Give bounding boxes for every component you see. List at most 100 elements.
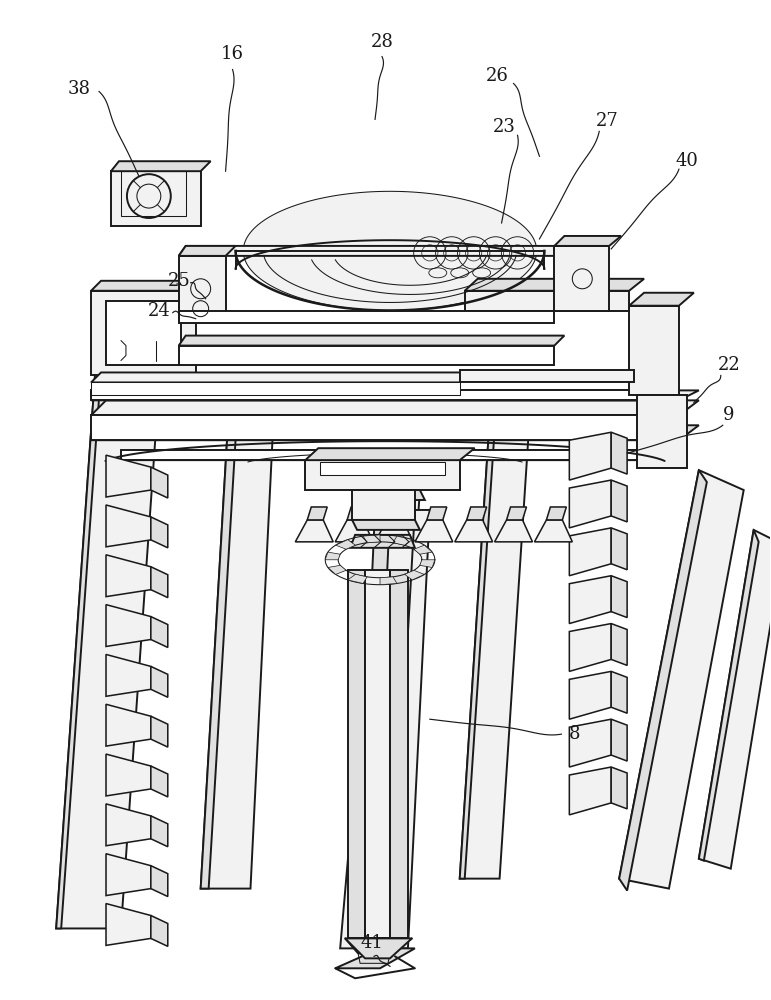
Polygon shape	[121, 450, 664, 460]
Polygon shape	[455, 520, 493, 542]
Polygon shape	[328, 565, 346, 574]
Polygon shape	[179, 246, 564, 256]
Polygon shape	[106, 455, 151, 497]
Polygon shape	[121, 450, 649, 460]
Polygon shape	[200, 380, 275, 889]
Polygon shape	[151, 766, 168, 797]
Polygon shape	[495, 520, 533, 542]
Polygon shape	[106, 804, 151, 846]
Polygon shape	[390, 570, 408, 938]
Polygon shape	[320, 462, 445, 475]
Polygon shape	[305, 448, 475, 460]
Polygon shape	[611, 767, 627, 809]
Polygon shape	[375, 520, 413, 542]
Polygon shape	[91, 281, 210, 291]
Polygon shape	[151, 866, 168, 897]
Polygon shape	[699, 530, 771, 869]
Polygon shape	[554, 246, 609, 311]
Polygon shape	[91, 425, 699, 440]
Polygon shape	[611, 432, 627, 474]
Polygon shape	[56, 361, 161, 928]
Polygon shape	[393, 536, 412, 545]
Text: 28: 28	[371, 33, 393, 51]
Polygon shape	[355, 510, 390, 948]
Polygon shape	[611, 624, 627, 665]
Polygon shape	[179, 256, 226, 321]
Polygon shape	[305, 460, 460, 490]
Polygon shape	[415, 520, 453, 542]
Polygon shape	[365, 570, 390, 938]
Polygon shape	[347, 507, 367, 520]
Polygon shape	[363, 535, 380, 543]
Polygon shape	[186, 296, 216, 321]
Text: 9: 9	[723, 406, 735, 424]
Polygon shape	[611, 480, 627, 522]
Polygon shape	[348, 574, 367, 583]
Polygon shape	[460, 420, 495, 879]
Polygon shape	[611, 719, 627, 761]
Polygon shape	[427, 507, 446, 520]
Text: 26: 26	[487, 67, 509, 85]
Text: 25: 25	[167, 272, 190, 290]
Polygon shape	[405, 570, 424, 580]
Polygon shape	[335, 948, 415, 968]
Polygon shape	[611, 576, 627, 618]
Polygon shape	[91, 400, 699, 415]
Polygon shape	[91, 390, 699, 400]
Polygon shape	[106, 904, 151, 945]
Polygon shape	[345, 938, 412, 958]
Polygon shape	[106, 301, 180, 365]
Polygon shape	[56, 361, 101, 928]
Polygon shape	[106, 754, 151, 796]
Polygon shape	[244, 191, 537, 310]
Polygon shape	[151, 617, 168, 647]
Polygon shape	[380, 490, 425, 500]
Polygon shape	[420, 560, 435, 567]
Text: 40: 40	[675, 152, 699, 170]
Polygon shape	[387, 507, 407, 520]
Polygon shape	[106, 505, 151, 547]
Polygon shape	[569, 528, 611, 576]
Polygon shape	[352, 490, 415, 520]
Polygon shape	[637, 395, 687, 468]
Polygon shape	[91, 390, 679, 400]
Polygon shape	[569, 767, 611, 815]
Polygon shape	[340, 490, 420, 948]
Polygon shape	[569, 624, 611, 671]
Polygon shape	[335, 540, 355, 549]
Polygon shape	[106, 704, 151, 746]
Text: 8: 8	[568, 725, 580, 743]
Text: 22: 22	[717, 356, 740, 374]
Polygon shape	[348, 570, 365, 938]
Polygon shape	[352, 520, 420, 530]
Polygon shape	[179, 336, 564, 346]
Polygon shape	[335, 520, 373, 542]
Polygon shape	[151, 716, 168, 747]
Polygon shape	[151, 666, 168, 697]
Polygon shape	[380, 577, 397, 585]
Polygon shape	[460, 420, 530, 879]
Polygon shape	[151, 467, 168, 498]
Polygon shape	[554, 236, 621, 246]
Polygon shape	[390, 510, 430, 948]
Text: 23: 23	[493, 118, 516, 136]
Polygon shape	[179, 346, 554, 365]
Polygon shape	[569, 671, 611, 719]
Polygon shape	[350, 535, 415, 548]
Polygon shape	[699, 530, 759, 861]
Polygon shape	[106, 854, 151, 896]
Polygon shape	[91, 382, 460, 395]
Polygon shape	[325, 552, 340, 560]
Text: 27: 27	[596, 112, 618, 130]
Polygon shape	[629, 293, 694, 306]
Text: 41: 41	[361, 934, 383, 952]
Polygon shape	[547, 507, 567, 520]
Polygon shape	[106, 555, 151, 597]
Polygon shape	[151, 816, 168, 847]
Polygon shape	[569, 480, 611, 528]
Polygon shape	[308, 507, 327, 520]
Polygon shape	[507, 507, 527, 520]
Polygon shape	[111, 171, 200, 226]
Polygon shape	[460, 370, 634, 382]
Polygon shape	[151, 567, 168, 598]
